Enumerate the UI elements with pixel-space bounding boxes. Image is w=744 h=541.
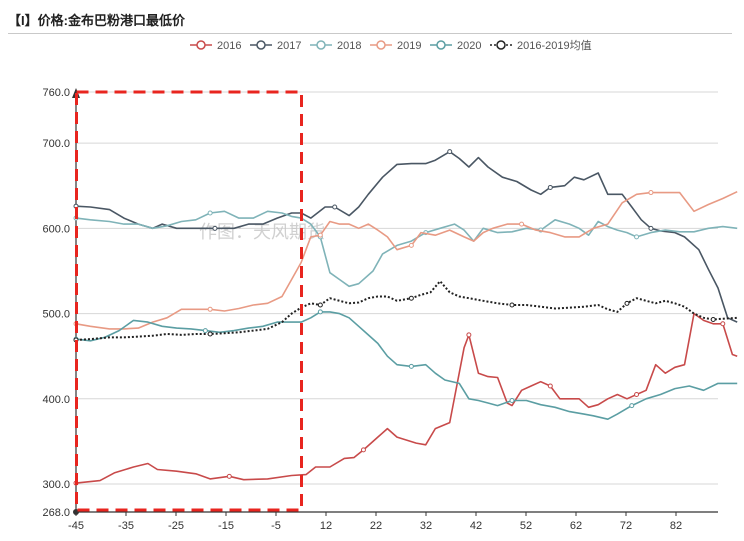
series-point-3: [317, 232, 323, 238]
series-point-4: [408, 363, 414, 369]
legend-swatch-marker-0: [196, 40, 206, 50]
watermark-text: 作图：天风期货: [199, 222, 325, 242]
legend-label-4: 2020: [457, 40, 481, 52]
series-point-5: [509, 302, 515, 308]
series-point-3: [408, 242, 414, 248]
series-point-5: [710, 317, 716, 323]
series-line-5: [75, 280, 738, 341]
series-point-2: [207, 210, 213, 216]
series-point-0: [720, 321, 726, 327]
legend-swatch-marker-2: [316, 40, 326, 50]
series-point-1: [648, 225, 654, 231]
series-point-5: [408, 295, 414, 301]
legend-label-5: 2016-2019均值: [517, 39, 592, 52]
series-point-0: [226, 473, 232, 479]
series-point-3: [519, 221, 525, 227]
legend-label-1: 2017: [277, 40, 301, 52]
series-point-1: [332, 204, 338, 210]
y-tick-label: 268.0: [42, 507, 70, 519]
legend-swatch-marker-4: [436, 40, 446, 50]
y-tick-label: 500.0: [42, 309, 70, 321]
series-line-2: [75, 210, 738, 288]
series-point-5: [207, 331, 213, 337]
series-point-5: [624, 300, 630, 306]
series-line-4: [75, 311, 738, 420]
x-tick-label: -35: [118, 520, 134, 532]
x-tick-label: 52: [520, 520, 532, 532]
series-point-5: [317, 302, 323, 308]
legend-label-0: 2016: [217, 40, 241, 52]
series-point-4: [509, 397, 515, 403]
series-point-1: [212, 225, 218, 231]
legend-label-2: 2018: [337, 40, 361, 52]
legend-swatch-marker-3: [376, 40, 386, 50]
legend-swatch-marker-1: [256, 40, 266, 50]
x-tick-label: -25: [168, 520, 184, 532]
x-tick-label: 42: [470, 520, 482, 532]
series-point-0: [466, 332, 472, 338]
chart-title: 【I】价格:金布巴粉港口最低价: [8, 13, 185, 28]
x-tick-label: 82: [670, 520, 682, 532]
x-tick-label: 32: [420, 520, 432, 532]
y-tick-label: 600.0: [42, 223, 70, 235]
series-point-3: [207, 306, 213, 312]
x-tick-label: 22: [370, 520, 382, 532]
series-point-4: [202, 328, 208, 334]
series-line-0: [75, 312, 738, 484]
series-point-3: [648, 190, 654, 196]
x-tick-label: 72: [620, 520, 632, 532]
y-tick-label: 300.0: [42, 479, 70, 491]
legend-label-3: 2019: [397, 40, 421, 52]
legend-swatch-marker-5: [496, 40, 506, 50]
title-divider: [8, 33, 732, 34]
series-point-4: [317, 309, 323, 315]
x-tick-label: 12: [320, 520, 332, 532]
series-point-1: [547, 184, 553, 190]
series-line-3: [75, 190, 738, 330]
highlight-box: [75, 90, 303, 512]
series-line-1: [75, 150, 738, 323]
x-tick-label: -15: [218, 520, 234, 532]
x-tick-label: -5: [271, 520, 281, 532]
x-tick-label: 62: [570, 520, 582, 532]
series-point-2: [634, 234, 640, 240]
title-bar: 【I】价格:金布巴粉港口最低价: [0, 0, 744, 34]
series-point-0: [360, 447, 366, 453]
x-tick-label: -45: [68, 520, 84, 532]
y-tick-label: 400.0: [42, 394, 70, 406]
series-point-1: [447, 149, 453, 155]
y-tick-label: 700.0: [42, 138, 70, 150]
series-point-0: [634, 392, 640, 398]
series-point-4: [629, 403, 635, 409]
series-point-0: [547, 383, 553, 389]
y-tick-label: 760.0: [42, 87, 70, 99]
